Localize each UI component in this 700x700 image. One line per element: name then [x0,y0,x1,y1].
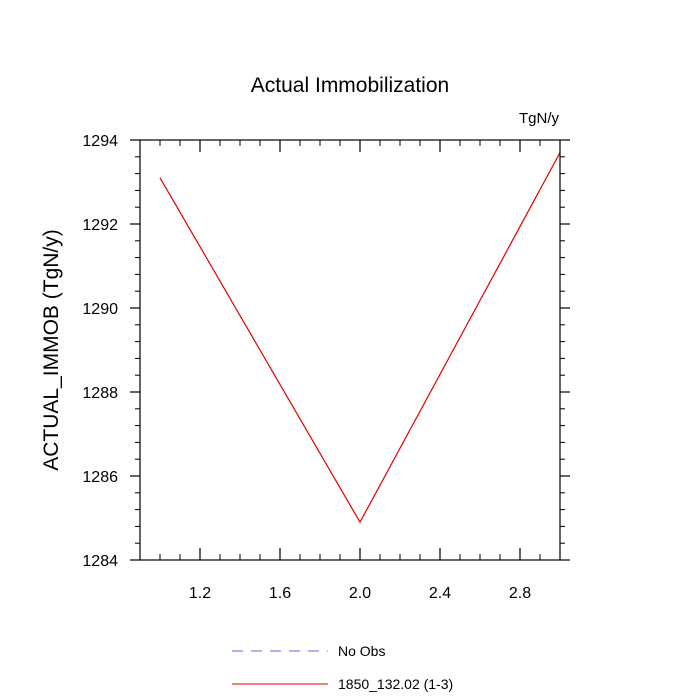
plot-frame [139,139,561,561]
major-ticks [130,139,570,561]
y-tick-label: 1284 [82,553,118,570]
y-axis-label: ACTUAL_IMMOB (TgN/y) [40,229,63,471]
y-tick-label: 1288 [82,385,118,402]
legend: No Obs 1850_132.02 (1-3) [232,643,453,692]
units-label: TgN/y [519,110,560,127]
minor-ticks [135,140,565,560]
x-tick-label: 2.4 [429,585,451,602]
series-layer [159,152,561,524]
x-tick-label: 1.6 [269,585,291,602]
tick-labels: 1.2 1.6 2.0 2.4 2.8 1284 1286 1288 1290 1292 1294 [82,133,531,602]
y-tick-label: 1292 [82,217,118,234]
legend-label: 1850_132.02 (1-3) [338,676,453,692]
y-tick-label: 1294 [82,133,118,150]
series-line [159,152,561,524]
legend-label: No Obs [338,643,385,659]
x-tick-label: 2.0 [349,585,371,602]
chart-title: Actual Immobilization [251,74,449,97]
x-tick-label: 2.8 [509,585,531,602]
y-tick-label: 1290 [82,301,118,318]
y-tick-label: 1286 [82,469,118,486]
x-tick-label: 1.2 [189,585,211,602]
